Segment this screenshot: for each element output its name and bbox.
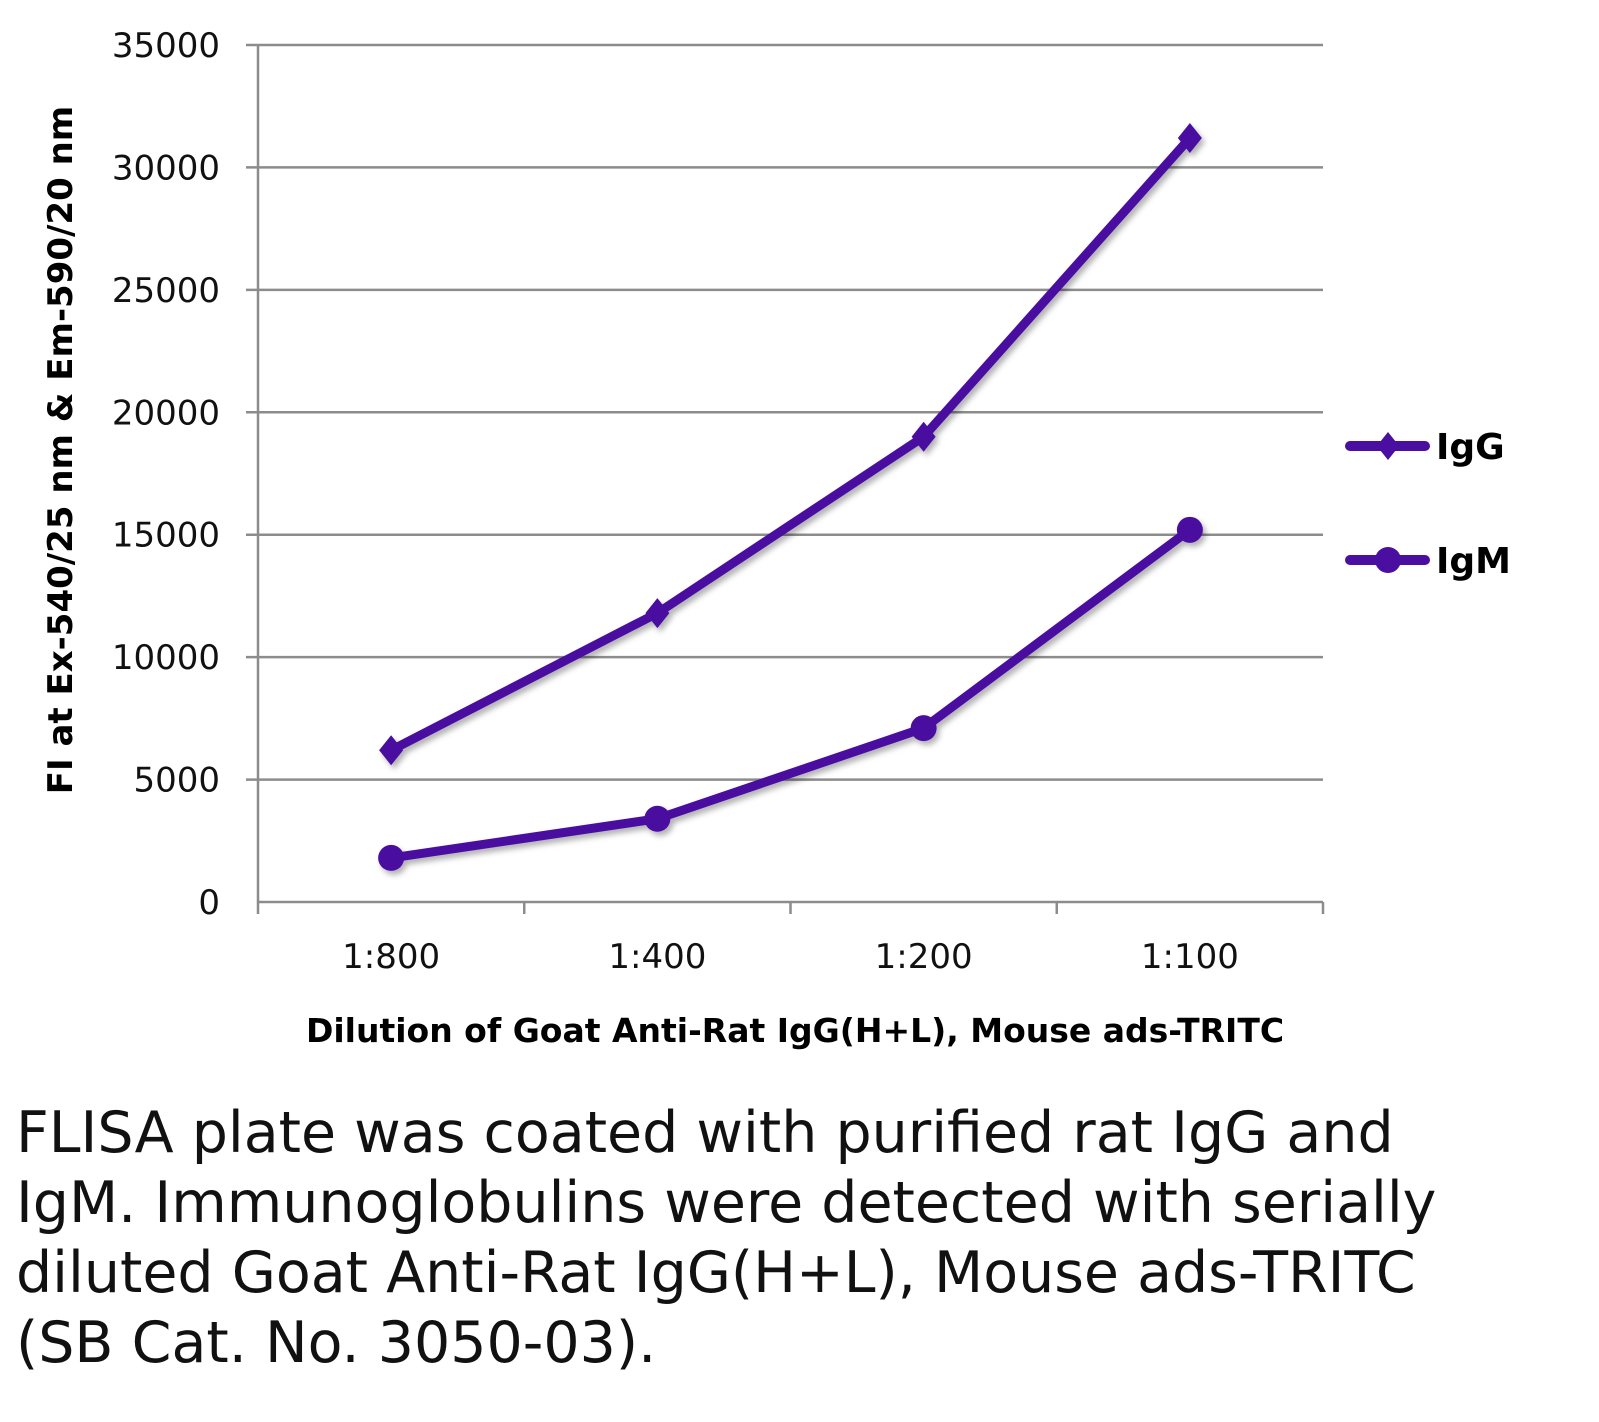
x-tick-label: 1:400 bbox=[608, 937, 706, 977]
y-axis-label: FI at Ex-540/25 nm & Em-590/20 nm bbox=[41, 106, 81, 794]
diamond-marker bbox=[911, 421, 936, 452]
diamond-marker bbox=[645, 598, 670, 629]
y-tick-label: 5000 bbox=[133, 761, 220, 801]
circle-marker bbox=[378, 844, 405, 871]
line-chart: 0 5000 10000 15000 20000 25000 30000 35000 1:80… bbox=[41, 26, 1511, 1050]
series-igm bbox=[378, 516, 1203, 871]
series-line bbox=[386, 133, 1195, 755]
series-igg bbox=[379, 123, 1202, 766]
x-tick-label: 1:200 bbox=[875, 937, 973, 977]
figure-caption: FLISA plate was coated with purified rat… bbox=[16, 1100, 1437, 1376]
y-tick-label: 35000 bbox=[112, 26, 220, 66]
y-tick-label: 15000 bbox=[112, 516, 220, 556]
circle-marker bbox=[1375, 547, 1401, 573]
circle-marker bbox=[644, 805, 671, 832]
y-tick-label: 25000 bbox=[112, 271, 220, 311]
y-tick-label: 20000 bbox=[112, 393, 220, 433]
y-tick-label: 10000 bbox=[112, 638, 220, 678]
diamond-marker bbox=[1177, 123, 1202, 154]
series-line bbox=[386, 525, 1195, 863]
circle-marker bbox=[910, 715, 937, 742]
circle-marker bbox=[1176, 516, 1203, 543]
x-axis-label: Dilution of Goat Anti-Rat IgG(H+L), Mous… bbox=[306, 1011, 1284, 1050]
diamond-marker bbox=[379, 735, 404, 766]
y-tick-label: 30000 bbox=[112, 148, 220, 188]
x-tick-label: 1:800 bbox=[342, 937, 440, 977]
diamond-marker bbox=[1376, 432, 1400, 460]
legend-label-igm: IgM bbox=[1436, 541, 1511, 582]
y-tick-label: 0 bbox=[198, 883, 220, 923]
legend-label-igg: IgG bbox=[1436, 427, 1505, 468]
x-tick-label: 1:100 bbox=[1141, 937, 1239, 977]
